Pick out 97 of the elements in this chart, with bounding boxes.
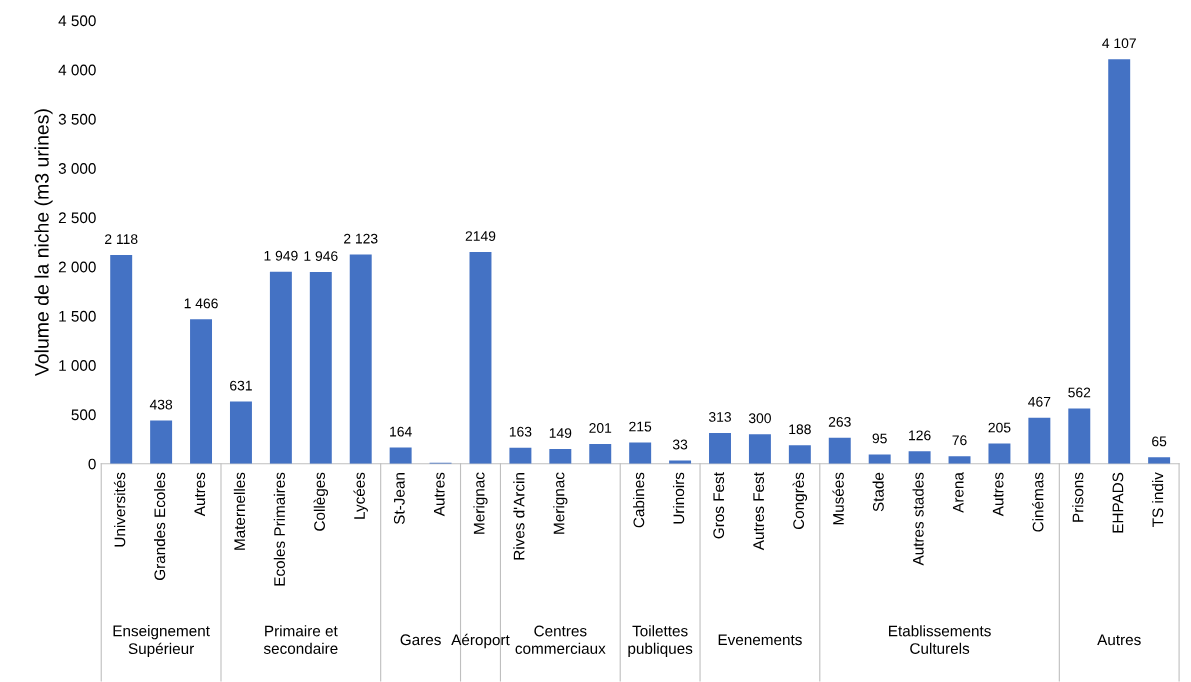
- x-tick-label: Ecoles Primaires: [273, 472, 285, 586]
- x-tick-label: Urinoirs: [672, 472, 685, 524]
- data-label: 163: [509, 426, 532, 437]
- x-tick-label: Gros Fest: [713, 472, 725, 539]
- x-tick-label: Arena: [952, 472, 964, 513]
- bar: [269, 271, 292, 464]
- bar: [948, 456, 971, 464]
- data-label: 562: [1068, 387, 1091, 398]
- x-tick-label: TS indiv: [1152, 472, 1164, 527]
- text: Etablissements Culturels: [889, 625, 991, 654]
- data-label: 313: [708, 412, 731, 422]
- x-tick-label: Cabines: [633, 472, 645, 528]
- x-tick-label: Universités: [113, 472, 126, 547]
- y-tick-label: 2 000: [58, 261, 96, 273]
- data-label: 467: [1028, 396, 1051, 407]
- bar: [110, 255, 133, 464]
- bar: [828, 437, 851, 464]
- data-label: 2149: [465, 231, 496, 241]
- data-label: 215: [629, 421, 652, 432]
- text: Toilettes publiques: [628, 625, 693, 657]
- bar: [509, 447, 532, 464]
- bar: [908, 451, 931, 464]
- bar: [629, 442, 652, 464]
- data-label: 2 123: [344, 233, 378, 244]
- bar: [229, 401, 252, 464]
- bar: [349, 254, 372, 464]
- bar: [190, 319, 213, 464]
- data-label: 4 107: [1102, 38, 1136, 49]
- data-label: 65: [1152, 436, 1167, 447]
- x-tick-label: St-Jean: [393, 473, 405, 525]
- data-label: 95: [872, 433, 887, 444]
- y-tick-label: 3 500: [58, 113, 96, 125]
- bar: [469, 252, 492, 464]
- y-tick-label: 0: [88, 458, 96, 470]
- x-tick-label: Maternelles: [233, 472, 246, 550]
- bar: [1068, 408, 1091, 464]
- bar: [389, 447, 412, 464]
- data-label: 1 466: [184, 298, 218, 309]
- bar: [150, 420, 173, 464]
- data-label: 205: [988, 422, 1011, 433]
- bar: [868, 454, 891, 464]
- bar: [309, 272, 332, 464]
- data-label: 33: [672, 439, 688, 450]
- x-tick-label: Autres: [992, 472, 1004, 517]
- data-label: 164: [390, 426, 412, 437]
- x-tick-label: Prisons: [1072, 472, 1084, 522]
- y-tick-label: 1 000: [59, 360, 96, 371]
- data-label: 76: [952, 435, 967, 446]
- data-label: 188: [789, 424, 811, 435]
- bar: [788, 445, 811, 464]
- x-tick-label: Autres Fest: [753, 472, 765, 551]
- x-tick-label: Autres stades: [912, 472, 924, 566]
- data-label: 1 946: [304, 251, 338, 261]
- x-tick-label: Merignac: [553, 472, 568, 534]
- bar: [709, 432, 731, 464]
- bar: [1148, 457, 1171, 464]
- text: Gares: [400, 634, 441, 646]
- x-tick-label: Autres: [194, 472, 206, 517]
- text: Enseignement Supérieur: [113, 625, 210, 658]
- y-axis-title: Volume de la niche (m3 urines): [34, 109, 53, 377]
- x-tick-label: Congrès: [792, 472, 808, 530]
- x-tick-label: Merignac: [473, 472, 488, 534]
- data-label: 438: [149, 399, 173, 410]
- bar: [748, 434, 771, 464]
- y-tick-label: 4 500: [58, 15, 96, 27]
- bar: [1028, 417, 1051, 464]
- y-tick-label: 2 500: [58, 212, 96, 224]
- data-label: 2 118: [105, 234, 138, 245]
- bar: [549, 449, 572, 464]
- bar: [988, 443, 1011, 464]
- data-label: 300: [748, 413, 771, 424]
- x-tick-label: Autres: [434, 472, 445, 517]
- y-tick-label: 4 000: [58, 64, 96, 76]
- data-label: 149: [549, 428, 572, 438]
- bar: [1108, 59, 1131, 464]
- data-label: 631: [230, 380, 252, 391]
- x-tick-label: Collèges: [313, 472, 329, 531]
- data-label: 126: [909, 430, 931, 441]
- text: Aéroport: [451, 633, 510, 649]
- y-tick-label: 500: [71, 409, 96, 421]
- x-tick-label: Stade: [872, 472, 884, 512]
- x-tick-label: Rives d'Arcin: [513, 473, 525, 560]
- x-tick-label: EHPADS: [1112, 472, 1124, 533]
- y-tick-label: 1 500: [59, 310, 96, 322]
- text: Centres commerciaux: [515, 625, 606, 654]
- bar: [589, 443, 612, 464]
- data-label: 201: [589, 423, 612, 433]
- y-tick-label: 3 000: [58, 163, 96, 174]
- x-tick-label: Grandes Ecoles: [153, 472, 166, 581]
- text: Autres: [1097, 634, 1141, 646]
- x-tick-label: Lycées: [353, 472, 368, 519]
- data-label: 263: [828, 416, 851, 427]
- x-tick-label: Musées: [832, 472, 844, 525]
- x-tick-label: Cinémas: [1032, 472, 1044, 532]
- text: Evenements: [718, 634, 802, 646]
- text: Primaire et secondaire: [263, 625, 338, 654]
- data-label: 1 949: [264, 250, 298, 261]
